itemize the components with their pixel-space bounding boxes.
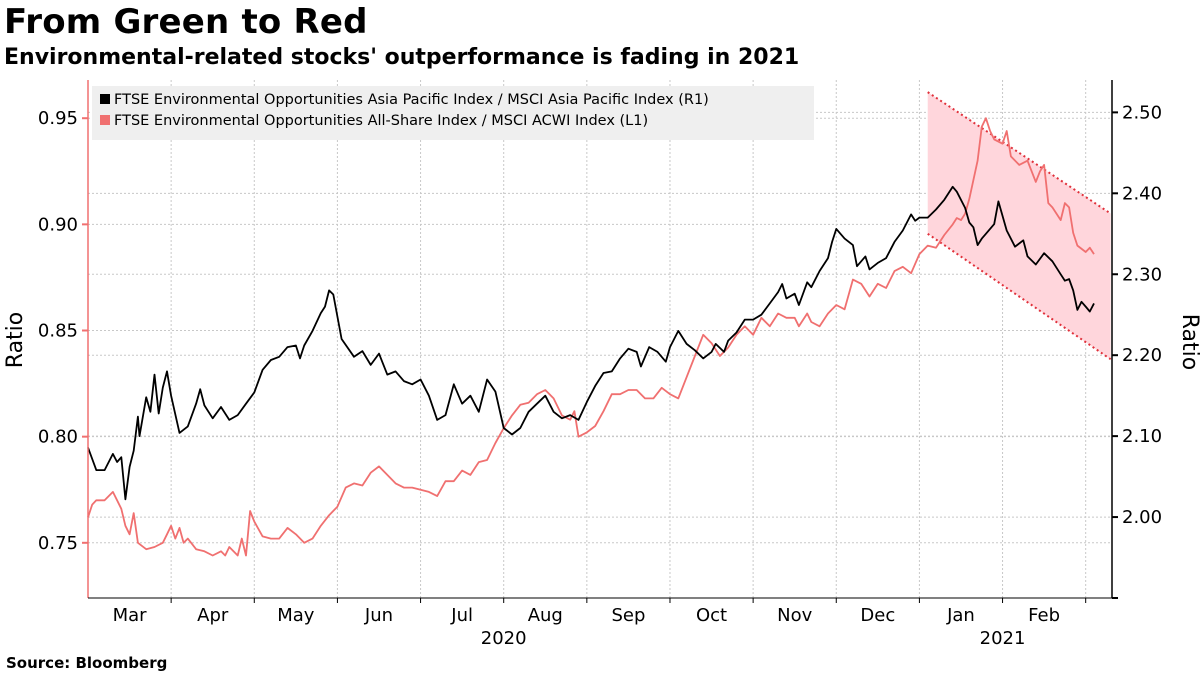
- right-tick-label: 2.20: [1122, 345, 1162, 366]
- left-tick-label: 0.95: [38, 108, 78, 129]
- right-tick-label: 2.10: [1122, 426, 1162, 447]
- legend-label-r1: FTSE Environmental Opportunities Asia Pa…: [114, 92, 709, 108]
- chart-subtitle: Environmental-related stocks' outperform…: [4, 45, 800, 70]
- x-tick-label: Nov: [777, 605, 812, 626]
- descending-channel: [927, 91, 1112, 361]
- chart-title: From Green to Red: [4, 2, 368, 42]
- channel-upper-line: [927, 91, 1112, 215]
- left-axis-title: Ratio: [3, 312, 28, 368]
- right-axis-title: Ratio: [1177, 314, 1200, 370]
- legend-swatch-l1: [100, 115, 110, 125]
- x-tick-label: Apr: [197, 605, 229, 626]
- channel-fill: [927, 92, 1111, 360]
- x-tick-label: Sep: [611, 605, 645, 626]
- legend-swatch-r1: [100, 94, 110, 104]
- series-line-r1: [87, 185, 1095, 501]
- series-lines: [87, 117, 1095, 557]
- axes: 0.75 0.80 0.85 0.90 0.95 Ratio 2.00 2.10 2.20 2.3…: [3, 80, 1200, 649]
- channel-lower-line: [927, 232, 1112, 361]
- right-tick-label: 2.00: [1122, 507, 1162, 528]
- x-tick-label: Jun: [364, 605, 393, 626]
- right-tick-label: 2.30: [1122, 264, 1162, 285]
- source-note: Source: Bloomberg: [6, 654, 168, 672]
- x-year-label: 2021: [980, 628, 1026, 649]
- x-year-label: 2020: [481, 628, 527, 649]
- x-tick-label: Oct: [696, 605, 727, 626]
- right-tick-label: 2.50: [1122, 102, 1162, 123]
- right-tick-label: 2.40: [1122, 183, 1162, 204]
- left-tick-label: 0.85: [38, 321, 78, 342]
- x-tick-label: Feb: [1028, 605, 1060, 626]
- x-tick-label: Aug: [528, 605, 563, 626]
- left-tick-label: 0.80: [38, 427, 78, 448]
- x-tick-label: Jan: [946, 605, 975, 626]
- legend-box: [92, 86, 814, 140]
- x-tick-label: Jul: [450, 605, 473, 626]
- x-tick-label: Mar: [113, 605, 148, 626]
- legend-label-l1: FTSE Environmental Opportunities All-Sha…: [114, 113, 648, 129]
- x-tick-label: Dec: [860, 605, 895, 626]
- legend: FTSE Environmental Opportunities Asia Pa…: [92, 86, 814, 140]
- left-tick-label: 0.75: [38, 533, 78, 554]
- x-tick-label: May: [277, 605, 315, 626]
- left-tick-label: 0.90: [38, 214, 78, 235]
